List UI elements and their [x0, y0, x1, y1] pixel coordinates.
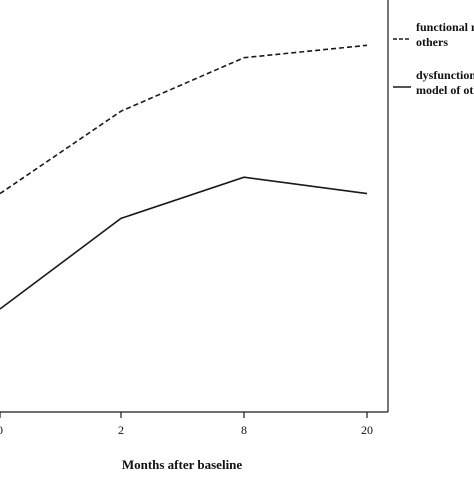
x-axis-title: Months after baseline	[122, 457, 243, 472]
x-tick-label: 8	[241, 423, 247, 437]
series-line-1	[0, 177, 367, 309]
legend-label-1-1: model of others	[416, 83, 474, 97]
x-axis-ticks: 0 2 8 20	[0, 412, 373, 437]
x-tick-label: 20	[361, 423, 373, 437]
legend-label-0-0: functional model of	[416, 20, 474, 34]
legend-label-0-1: others	[416, 35, 448, 49]
legend: functional model ofothers dysfunctionalmo…	[393, 20, 474, 97]
x-tick-label: 2	[118, 423, 124, 437]
x-tick-label: 0	[0, 423, 3, 437]
series-line-0	[0, 45, 367, 193]
legend-label-1-0: dysfunctional	[416, 68, 474, 82]
plot-area	[0, 45, 367, 309]
